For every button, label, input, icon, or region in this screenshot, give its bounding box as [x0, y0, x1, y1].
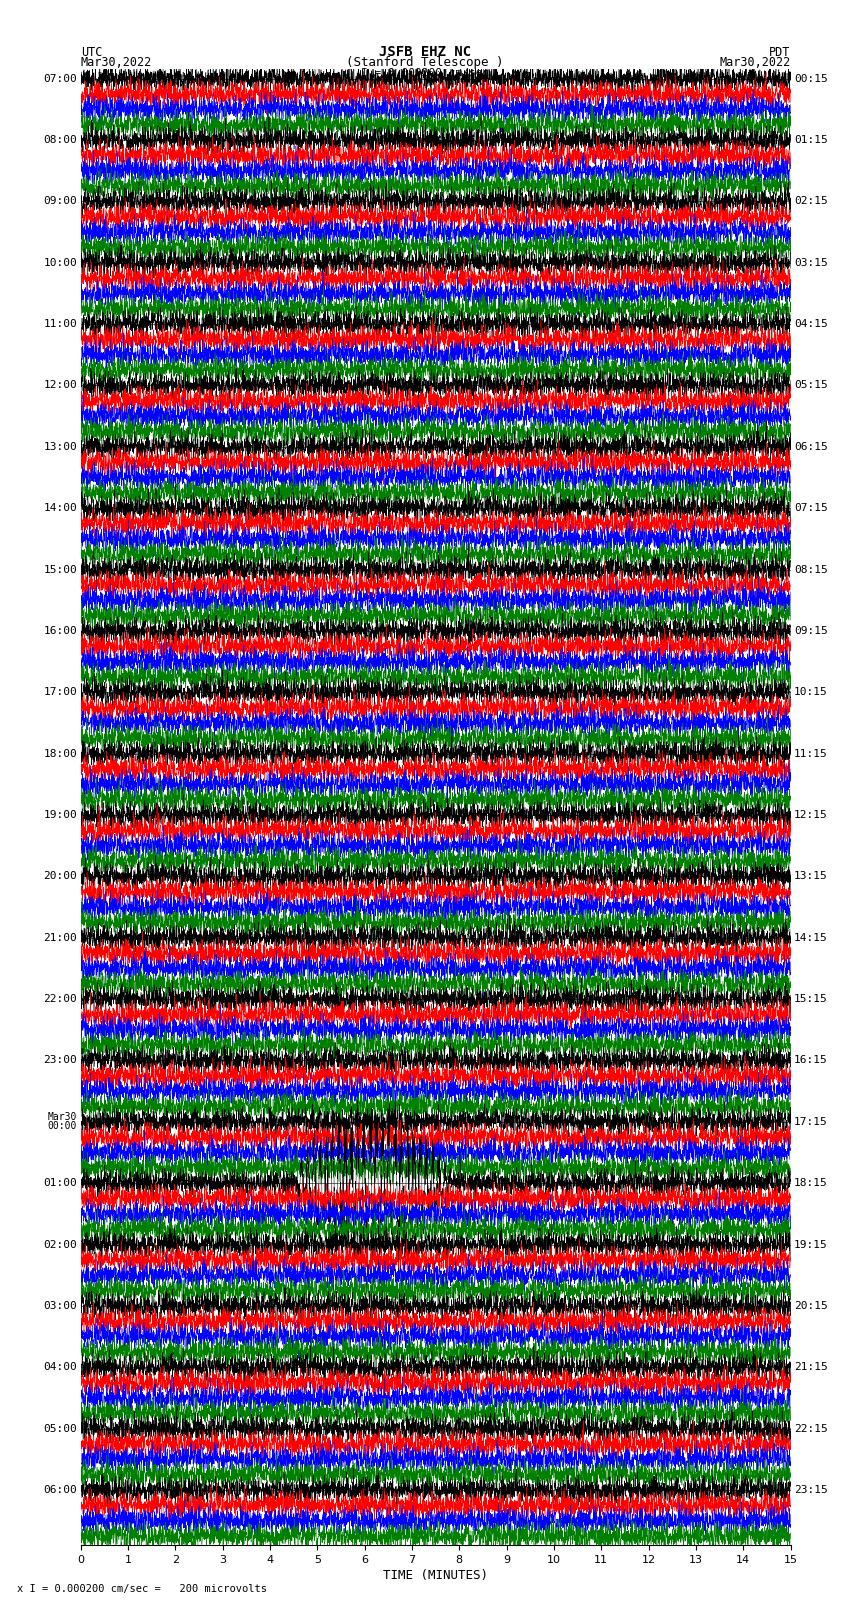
Text: 04:00: 04:00	[43, 1363, 77, 1373]
Text: 23:15: 23:15	[794, 1486, 828, 1495]
Text: 20:00: 20:00	[43, 871, 77, 881]
Text: 14:15: 14:15	[794, 932, 828, 942]
Text: 10:00: 10:00	[43, 258, 77, 268]
Text: JSFB EHZ NC: JSFB EHZ NC	[379, 45, 471, 58]
Text: 16:15: 16:15	[794, 1055, 828, 1066]
Text: 07:15: 07:15	[794, 503, 828, 513]
Text: 15:00: 15:00	[43, 565, 77, 574]
Text: 22:00: 22:00	[43, 994, 77, 1003]
Text: PDT: PDT	[769, 45, 790, 58]
Text: 06:00: 06:00	[43, 1486, 77, 1495]
Text: Mar30
00:00: Mar30 00:00	[48, 1113, 77, 1131]
Text: 05:15: 05:15	[794, 381, 828, 390]
Text: 00:15: 00:15	[794, 74, 828, 84]
Text: 02:15: 02:15	[794, 197, 828, 206]
Text: 17:00: 17:00	[43, 687, 77, 697]
Text: 21:15: 21:15	[794, 1363, 828, 1373]
Text: 03:00: 03:00	[43, 1302, 77, 1311]
Text: 02:00: 02:00	[43, 1239, 77, 1250]
Text: 19:00: 19:00	[43, 810, 77, 819]
Text: 11:15: 11:15	[794, 748, 828, 758]
Text: 09:00: 09:00	[43, 197, 77, 206]
Text: 19:15: 19:15	[794, 1239, 828, 1250]
Text: 21:00: 21:00	[43, 932, 77, 942]
Text: 01:15: 01:15	[794, 135, 828, 145]
Text: 20:15: 20:15	[794, 1302, 828, 1311]
Text: 18:00: 18:00	[43, 748, 77, 758]
Text: (Stanford Telescope ): (Stanford Telescope )	[346, 55, 504, 69]
Text: 08:15: 08:15	[794, 565, 828, 574]
Text: 05:00: 05:00	[43, 1424, 77, 1434]
X-axis label: TIME (MINUTES): TIME (MINUTES)	[383, 1569, 488, 1582]
Text: 08:00: 08:00	[43, 135, 77, 145]
Text: 07:00: 07:00	[43, 74, 77, 84]
Text: 13:00: 13:00	[43, 442, 77, 452]
Text: 17:15: 17:15	[794, 1116, 828, 1127]
Text: 09:15: 09:15	[794, 626, 828, 636]
Text: 06:15: 06:15	[794, 442, 828, 452]
Text: 10:15: 10:15	[794, 687, 828, 697]
Text: 22:15: 22:15	[794, 1424, 828, 1434]
Text: UTC: UTC	[81, 45, 102, 58]
Text: 11:00: 11:00	[43, 319, 77, 329]
Text: 01:00: 01:00	[43, 1177, 77, 1189]
Text: x I = 0.000200 cm/sec =   200 microvolts: x I = 0.000200 cm/sec = 200 microvolts	[17, 1584, 267, 1594]
Text: 23:00: 23:00	[43, 1055, 77, 1066]
Text: 12:15: 12:15	[794, 810, 828, 819]
Text: 18:15: 18:15	[794, 1177, 828, 1189]
Text: 04:15: 04:15	[794, 319, 828, 329]
Text: I = 0.000200 cm/sec: I = 0.000200 cm/sec	[361, 68, 489, 77]
Text: Mar30,2022: Mar30,2022	[719, 55, 791, 69]
Text: 16:00: 16:00	[43, 626, 77, 636]
Text: 13:15: 13:15	[794, 871, 828, 881]
Text: 03:15: 03:15	[794, 258, 828, 268]
Text: Mar30,2022: Mar30,2022	[81, 55, 152, 69]
Text: 15:15: 15:15	[794, 994, 828, 1003]
Text: 12:00: 12:00	[43, 381, 77, 390]
Text: 14:00: 14:00	[43, 503, 77, 513]
